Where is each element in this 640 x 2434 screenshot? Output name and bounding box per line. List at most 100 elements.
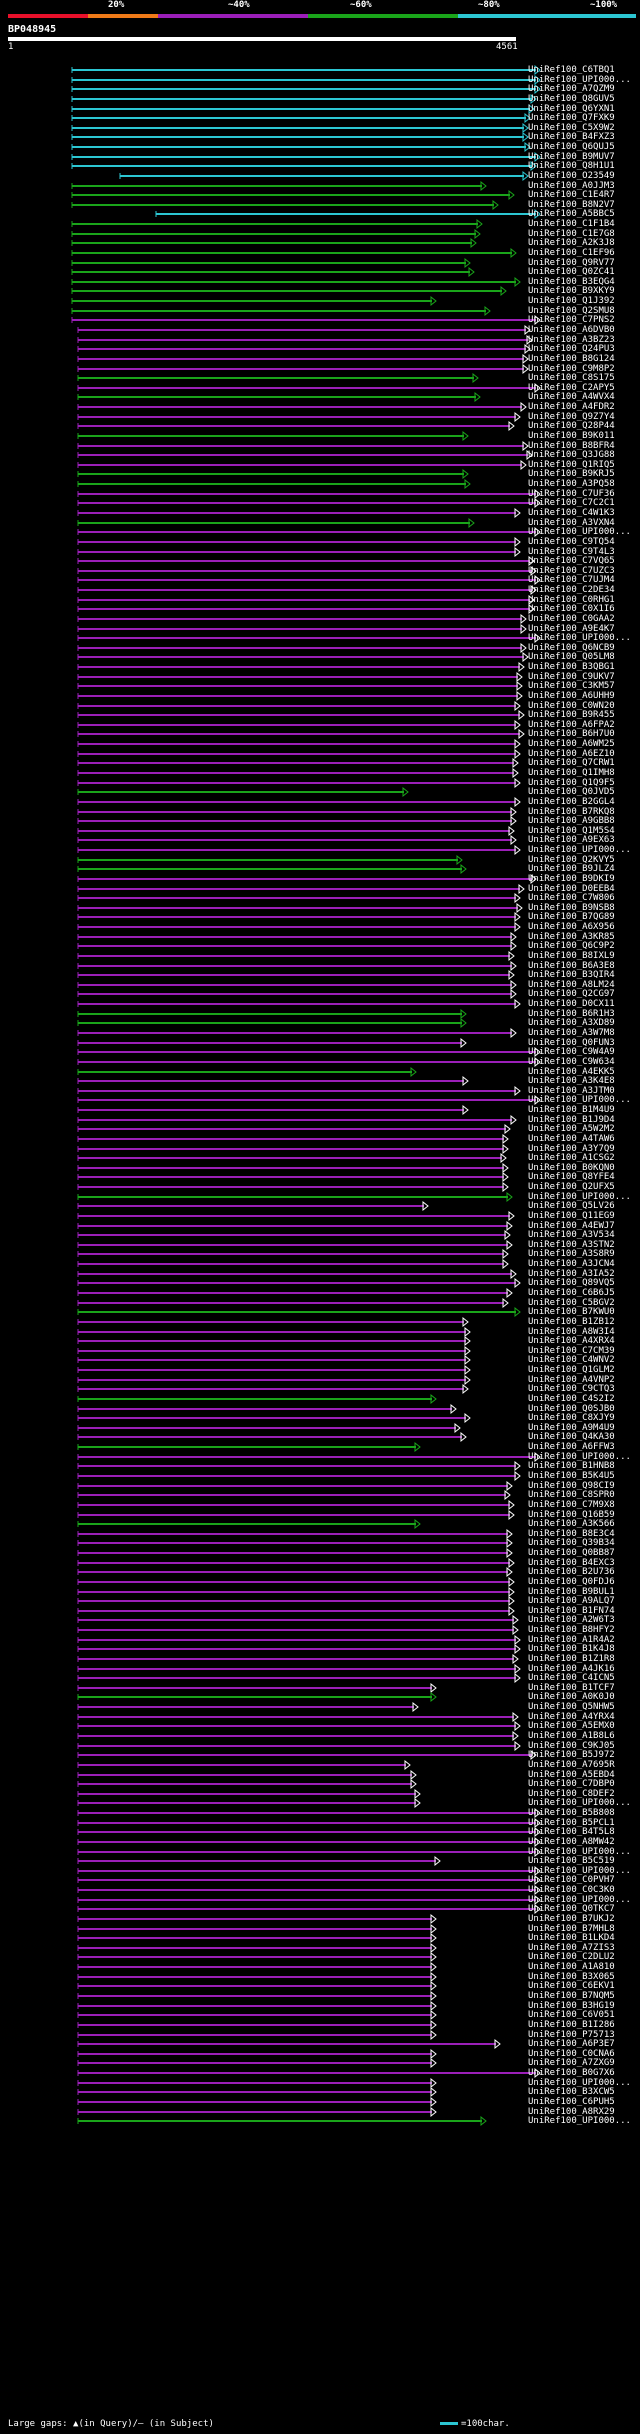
hit-label[interactable]: UniRef100_Q0TKC7 [528, 1904, 615, 1914]
hit-label[interactable]: UniRef100_B0KQN0 [528, 1163, 615, 1173]
hit-label[interactable]: UniRef100_Q7CRW1 [528, 758, 615, 768]
hit-label[interactable]: UniRef100_B8G124 [528, 354, 615, 364]
hit-label[interactable]: UniRef100_C6TBQ1 [528, 65, 615, 75]
hit-label[interactable]: UniRef100_C0GAA2 [528, 614, 615, 624]
hit-label[interactable]: UniRef100_C7VQ65 [528, 556, 615, 566]
hit-label[interactable]: UniRef100_Q11EG9 [528, 1211, 615, 1221]
hit-label[interactable]: UniRef100_B9JLZ4 [528, 864, 615, 874]
hit-label[interactable]: UniRef100_C0PVH7 [528, 1875, 615, 1885]
hit-label[interactable]: UniRef100_C2APY5 [528, 383, 615, 393]
hit-label[interactable]: UniRef100_UPI000... [528, 633, 631, 643]
hit-label[interactable]: UniRef100_A9GBB8 [528, 816, 615, 826]
hit-label[interactable]: UniRef100_A3JTM0 [528, 1086, 615, 1096]
hit-label[interactable]: UniRef100_C0C3K0 [528, 1885, 615, 1895]
hit-label[interactable]: UniRef100_A4YRX4 [528, 1712, 615, 1722]
hit-label[interactable]: UniRef100_B7QG89 [528, 912, 615, 922]
hit-label[interactable]: UniRef100_B7MHL8 [528, 1924, 615, 1934]
hit-label[interactable]: UniRef100_Q9RV77 [528, 258, 615, 268]
hit-label[interactable]: UniRef100_Q0JVD5 [528, 787, 615, 797]
hit-label[interactable]: UniRef100_B1ZB12 [528, 1317, 615, 1327]
hit-label[interactable]: UniRef100_A3Y7Q9 [528, 1144, 615, 1154]
hit-label[interactable]: UniRef100_A0JJM3 [528, 181, 615, 191]
hit-label[interactable]: UniRef100_A9M4U9 [528, 1423, 615, 1433]
hit-label[interactable]: UniRef100_Q4KA30 [528, 1432, 615, 1442]
hit-label[interactable]: UniRef100_Q5NHW5 [528, 1702, 615, 1712]
hit-label[interactable]: UniRef100_C0X1I6 [528, 604, 615, 614]
hit-label[interactable]: UniRef100_A6X956 [528, 922, 615, 932]
hit-label[interactable]: UniRef100_UPI000... [528, 1452, 631, 1462]
hit-label[interactable]: UniRef100_B1FN74 [528, 1606, 615, 1616]
hit-label[interactable]: UniRef100_B3QBG1 [528, 662, 615, 672]
hit-label[interactable]: UniRef100_B8IXL9 [528, 951, 615, 961]
hit-label[interactable]: UniRef100_C9TQ54 [528, 537, 615, 547]
hit-label[interactable]: UniRef100_B3XCW5 [528, 2087, 615, 2097]
hit-label[interactable]: UniRef100_B9R455 [528, 710, 615, 720]
hit-label[interactable]: UniRef100_Q0SJB0 [528, 1404, 615, 1414]
hit-label[interactable]: UniRef100_Q1M5S4 [528, 826, 615, 836]
hit-label[interactable]: UniRef100_Q05LM8 [528, 652, 615, 662]
hit-label[interactable]: UniRef100_C9T4L3 [528, 547, 615, 557]
hit-label[interactable]: UniRef100_A1A810 [528, 1962, 615, 1972]
hit-label[interactable]: UniRef100_A8RX29 [528, 2107, 615, 2117]
hit-label[interactable]: UniRef100_Q24PU3 [528, 344, 615, 354]
hit-label[interactable]: UniRef100_P75713 [528, 2030, 615, 2040]
hit-label[interactable]: UniRef100_B5C519 [528, 1856, 615, 1866]
hit-label[interactable]: UniRef100_A3S8R9 [528, 1249, 615, 1259]
hit-label[interactable]: UniRef100_B1J9D4 [528, 1115, 615, 1125]
hit-label[interactable]: UniRef100_B7UKJ2 [528, 1914, 615, 1924]
hit-label[interactable]: UniRef100_B1LKD4 [528, 1933, 615, 1943]
hit-label[interactable]: UniRef100_B6H7U0 [528, 729, 615, 739]
hit-label[interactable]: UniRef100_B8E3C4 [528, 1529, 615, 1539]
hit-label[interactable]: UniRef100_Q8GUV5 [528, 94, 615, 104]
hit-label[interactable]: UniRef100_Q0FUN3 [528, 1038, 615, 1048]
hit-label[interactable]: UniRef100_A4VNP2 [528, 1375, 615, 1385]
hit-label[interactable]: UniRef100_B9K011 [528, 431, 615, 441]
hit-label[interactable]: UniRef100_A3BZ23 [528, 335, 615, 345]
hit-label[interactable]: UniRef100_UPI000... [528, 1866, 631, 1876]
hit-label[interactable]: UniRef100_Q89VQ5 [528, 1278, 615, 1288]
hit-label[interactable]: UniRef100_A5W2M2 [528, 1124, 615, 1134]
hit-label[interactable]: UniRef100_B5B808 [528, 1808, 615, 1818]
hit-label[interactable]: UniRef100_C7W806 [528, 893, 615, 903]
hit-label[interactable]: UniRef100_A6DVB0 [528, 325, 615, 335]
hit-label[interactable]: UniRef100_B7RKQ8 [528, 807, 615, 817]
hit-label[interactable]: UniRef100_C6B6J5 [528, 1288, 615, 1298]
hit-label[interactable]: UniRef100_C5BGV2 [528, 1298, 615, 1308]
hit-label[interactable]: UniRef100_C7CM39 [528, 1346, 615, 1356]
hit-label[interactable]: UniRef100_A3STN2 [528, 1240, 615, 1250]
hit-label[interactable]: UniRef100_C9UKV7 [528, 672, 615, 682]
hit-label[interactable]: UniRef100_UPI000... [528, 845, 631, 855]
hit-label[interactable]: UniRef100_Q2UFX5 [528, 1182, 615, 1192]
hit-label[interactable]: UniRef100_B6R1H3 [528, 1009, 615, 1019]
hit-label[interactable]: UniRef100_C9KJ05 [528, 1741, 615, 1751]
hit-label[interactable]: UniRef100_C7UJM4 [528, 575, 615, 585]
hit-label[interactable]: UniRef100_A1R4A2 [528, 1635, 615, 1645]
hit-label[interactable]: UniRef100_Q0ZC41 [528, 267, 615, 277]
hit-label[interactable]: UniRef100_Q28P44 [528, 421, 615, 431]
hit-label[interactable]: UniRef100_B4T5L8 [528, 1827, 615, 1837]
hit-label[interactable]: UniRef100_A4EKK5 [528, 1067, 615, 1077]
hit-label[interactable]: UniRef100_Q8YFE4 [528, 1172, 615, 1182]
hit-label[interactable]: UniRef100_A3PQ58 [528, 479, 615, 489]
hit-label[interactable]: UniRef100_C9W634 [528, 1057, 615, 1067]
hit-label[interactable]: UniRef100_A4XRX4 [528, 1336, 615, 1346]
hit-label[interactable]: UniRef100_A0K0J0 [528, 1692, 615, 1702]
hit-label[interactable]: UniRef100_B3QIR4 [528, 970, 615, 980]
hit-label[interactable]: UniRef100_C9W4A9 [528, 1047, 615, 1057]
hit-label[interactable]: UniRef100_B0G7X6 [528, 2068, 615, 2078]
hit-label[interactable]: UniRef100_C1E7G8 [528, 229, 615, 239]
hit-label[interactable]: UniRef100_A6P3E7 [528, 2039, 615, 2049]
hit-label[interactable]: UniRef100_A3IA52 [528, 1269, 615, 1279]
hit-label[interactable]: UniRef100_C1EF96 [528, 248, 615, 258]
hit-label[interactable]: UniRef100_Q8H1U1 [528, 161, 615, 171]
hit-label[interactable]: UniRef100_D0CX11 [528, 999, 615, 1009]
hit-label[interactable]: UniRef100_C4WNV2 [528, 1355, 615, 1365]
hit-label[interactable]: UniRef100_A5EMX0 [528, 1721, 615, 1731]
hit-label[interactable]: UniRef100_C0CNA6 [528, 2049, 615, 2059]
hit-label[interactable]: UniRef100_A3K4E8 [528, 1076, 615, 1086]
hit-label[interactable]: UniRef100_A1CSG2 [528, 1153, 615, 1163]
hit-label[interactable]: UniRef100_B4EXC3 [528, 1558, 615, 1568]
hit-label[interactable]: UniRef100_A4WVX4 [528, 392, 615, 402]
hit-label[interactable]: UniRef100_UPI000... [528, 75, 631, 85]
hit-label[interactable]: UniRef100_A4FDR2 [528, 402, 615, 412]
